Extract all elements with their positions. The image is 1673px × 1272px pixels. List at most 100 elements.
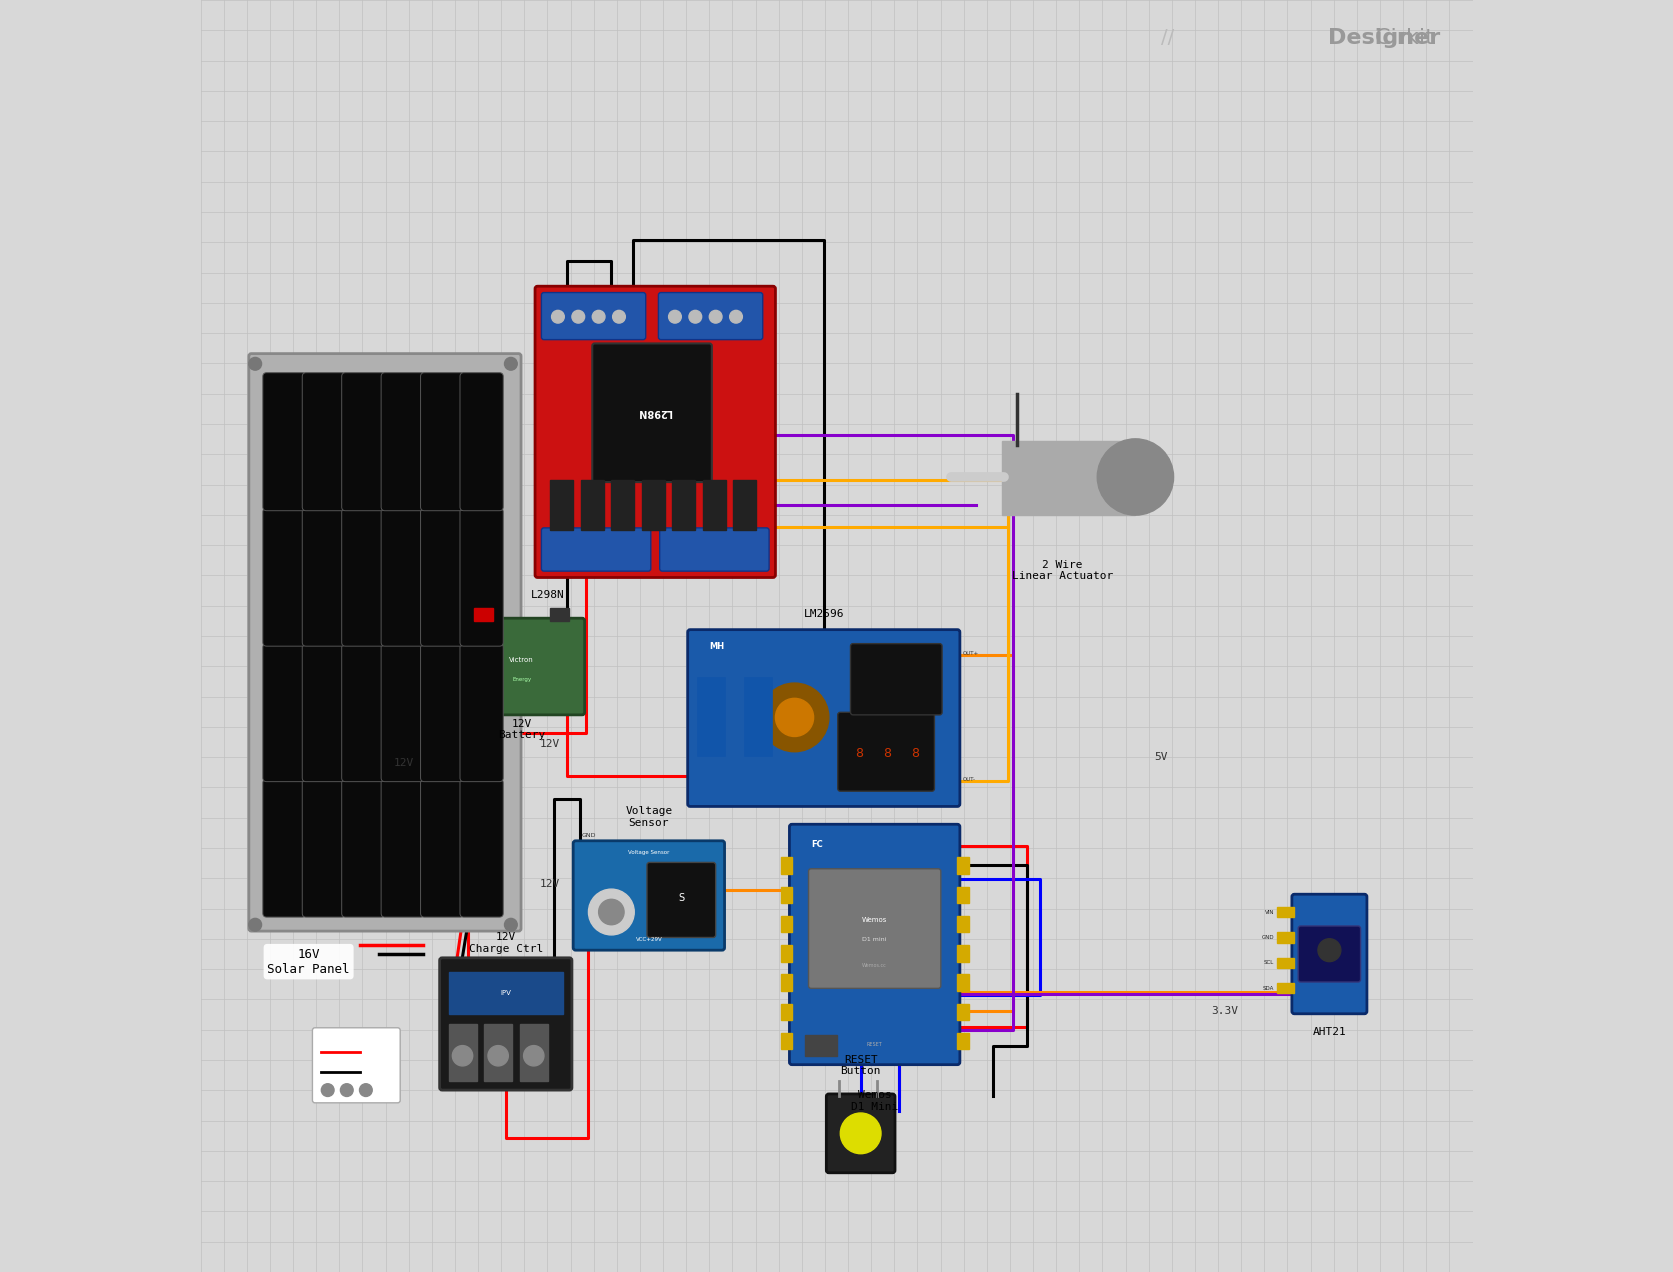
FancyBboxPatch shape	[263, 778, 306, 917]
Circle shape	[505, 918, 517, 931]
Circle shape	[776, 698, 813, 736]
Bar	[733, 480, 756, 530]
FancyBboxPatch shape	[688, 630, 960, 806]
Circle shape	[489, 1046, 509, 1066]
FancyBboxPatch shape	[303, 373, 346, 510]
Text: L298N: L298N	[637, 407, 673, 417]
FancyBboxPatch shape	[420, 373, 463, 510]
Bar	[781, 974, 791, 991]
Bar	[781, 887, 791, 903]
Circle shape	[589, 889, 634, 935]
Bar	[781, 1004, 791, 1020]
Text: 8: 8	[912, 747, 920, 759]
FancyBboxPatch shape	[808, 869, 940, 988]
Text: Wemos: Wemos	[862, 917, 887, 923]
FancyBboxPatch shape	[341, 373, 385, 510]
Bar	[1276, 958, 1295, 968]
FancyBboxPatch shape	[420, 644, 463, 781]
Bar	[448, 1024, 477, 1081]
Bar	[743, 677, 771, 756]
Circle shape	[524, 1046, 544, 1066]
Circle shape	[592, 310, 606, 323]
Text: Voltage Sensor: Voltage Sensor	[627, 850, 669, 855]
Circle shape	[249, 918, 261, 931]
FancyBboxPatch shape	[381, 373, 425, 510]
Circle shape	[1097, 439, 1173, 515]
FancyBboxPatch shape	[1292, 894, 1367, 1014]
Text: VCC+29V: VCC+29V	[636, 937, 663, 943]
FancyBboxPatch shape	[647, 862, 716, 937]
FancyBboxPatch shape	[542, 528, 651, 571]
FancyBboxPatch shape	[460, 778, 504, 917]
Text: RESET: RESET	[867, 1042, 883, 1047]
Text: GND: GND	[582, 833, 597, 838]
Text: 12V
Charge Ctrl: 12V Charge Ctrl	[468, 932, 544, 954]
Bar	[550, 608, 569, 621]
Text: 8: 8	[855, 747, 863, 759]
FancyBboxPatch shape	[460, 373, 504, 510]
Bar	[781, 1033, 791, 1049]
Bar	[1276, 907, 1295, 917]
FancyBboxPatch shape	[341, 644, 385, 781]
Circle shape	[612, 310, 626, 323]
Text: MH: MH	[709, 642, 724, 651]
FancyBboxPatch shape	[592, 343, 711, 482]
FancyBboxPatch shape	[535, 286, 776, 577]
Bar	[957, 974, 969, 991]
FancyBboxPatch shape	[1298, 926, 1360, 982]
Bar	[696, 677, 724, 756]
Text: Victron: Victron	[509, 658, 534, 663]
Text: SCL: SCL	[1263, 960, 1275, 965]
Text: D1 mini: D1 mini	[863, 937, 887, 943]
Circle shape	[709, 310, 723, 323]
Text: IPV: IPV	[500, 990, 512, 996]
Circle shape	[1318, 939, 1340, 962]
FancyBboxPatch shape	[460, 508, 504, 646]
Circle shape	[689, 310, 701, 323]
FancyBboxPatch shape	[303, 508, 346, 646]
Circle shape	[760, 683, 828, 752]
FancyBboxPatch shape	[381, 778, 425, 917]
FancyBboxPatch shape	[850, 644, 942, 715]
Bar	[957, 1004, 969, 1020]
Circle shape	[505, 357, 517, 370]
Circle shape	[840, 1113, 882, 1154]
Bar	[520, 1024, 547, 1081]
Text: 12V
Battery: 12V Battery	[499, 719, 545, 740]
Text: 16V
Solar Panel: 16V Solar Panel	[268, 948, 350, 976]
Bar	[1002, 441, 1136, 515]
Text: LM2596: LM2596	[803, 609, 845, 619]
FancyBboxPatch shape	[790, 824, 960, 1065]
FancyBboxPatch shape	[263, 644, 306, 781]
Text: FC: FC	[811, 840, 823, 848]
FancyBboxPatch shape	[313, 1028, 400, 1103]
FancyBboxPatch shape	[341, 778, 385, 917]
Circle shape	[360, 1084, 371, 1096]
Circle shape	[321, 1084, 335, 1096]
Text: Designer: Designer	[1266, 28, 1440, 48]
Bar	[483, 1024, 512, 1081]
Text: S: S	[678, 893, 684, 903]
FancyBboxPatch shape	[263, 373, 306, 510]
Circle shape	[340, 1084, 353, 1096]
Circle shape	[452, 1046, 473, 1066]
Bar	[781, 945, 791, 962]
Bar	[957, 945, 969, 962]
Bar	[1276, 983, 1295, 993]
Bar	[957, 1033, 969, 1049]
Text: AHT21: AHT21	[1313, 1027, 1347, 1037]
Text: Wemos
D1 Mini: Wemos D1 Mini	[852, 1090, 898, 1112]
Circle shape	[729, 310, 743, 323]
Text: VIN: VIN	[1265, 909, 1275, 915]
FancyBboxPatch shape	[659, 528, 770, 571]
Circle shape	[249, 357, 261, 370]
Bar	[611, 480, 634, 530]
Bar	[473, 608, 494, 621]
Bar	[703, 480, 726, 530]
FancyBboxPatch shape	[440, 958, 572, 1090]
Circle shape	[572, 310, 584, 323]
FancyBboxPatch shape	[542, 293, 646, 340]
Text: 2 Wire
Linear Actuator: 2 Wire Linear Actuator	[1012, 560, 1113, 581]
Bar	[781, 916, 791, 932]
Bar	[642, 480, 664, 530]
